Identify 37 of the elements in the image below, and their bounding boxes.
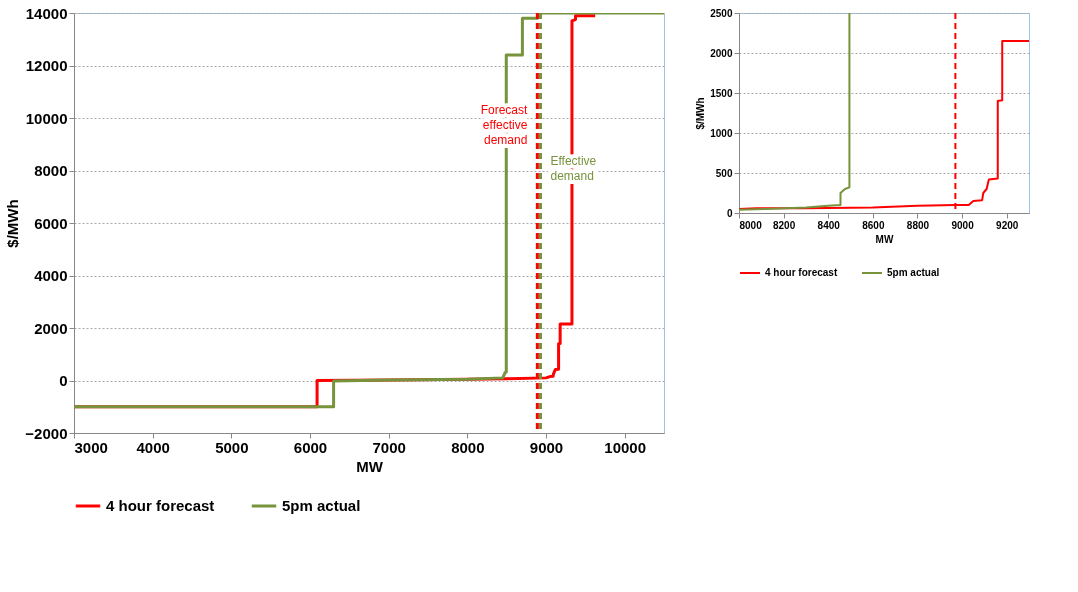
x-axis-title: MW <box>875 233 894 245</box>
y-tick-label: −2000 <box>25 424 68 442</box>
x-tick-label: 8000 <box>739 219 763 231</box>
y-tick-label: 8000 <box>34 162 68 179</box>
y-tick-label: 1500 <box>710 87 733 99</box>
y-tick-label: 14000 <box>25 4 68 22</box>
y-tick-label: 2000 <box>710 47 733 59</box>
x-tick-label: 9000 <box>529 438 564 456</box>
x-tick-label: 8800 <box>906 219 930 231</box>
x-tick-label: 6000 <box>293 438 328 456</box>
x-tick-label: 7000 <box>372 438 406 456</box>
legend-label: 5pm actual <box>282 497 361 514</box>
y-tick-label: 4000 <box>34 267 68 284</box>
y-tick-label: 0 <box>59 372 68 389</box>
legend-label: 4 hour forecast <box>765 267 838 278</box>
y-tick-label: 2500 <box>710 7 733 19</box>
x-tick-label: 5000 <box>215 438 249 456</box>
legend-label: 4 hour forecast <box>106 497 215 514</box>
x-tick-label: 8200 <box>772 219 796 231</box>
y-tick-label: 10000 <box>25 109 68 127</box>
y-axis-title: $/MWh <box>695 97 707 130</box>
x-tick-label: 3000 <box>74 438 108 456</box>
x-axis-title: MW <box>356 457 384 475</box>
y-tick-label: 2000 <box>34 319 68 337</box>
y-tick-label: 0 <box>726 207 733 219</box>
y-tick-label: 500 <box>715 167 733 179</box>
y-tick-label: 1000 <box>710 127 733 139</box>
legend-label: 5pm actual <box>887 267 940 278</box>
x-tick-label: 9000 <box>951 219 975 231</box>
x-tick-label: 8400 <box>817 219 841 231</box>
x-tick-label: 8600 <box>862 219 885 231</box>
x-tick-label: 8000 <box>451 438 485 456</box>
x-tick-label: 10000 <box>604 438 647 456</box>
x-tick-label: 9200 <box>996 219 1019 231</box>
x-tick-label: 4000 <box>136 438 170 456</box>
y-tick-label: 12000 <box>25 57 68 74</box>
y-axis-title: $/MWh <box>4 199 22 248</box>
